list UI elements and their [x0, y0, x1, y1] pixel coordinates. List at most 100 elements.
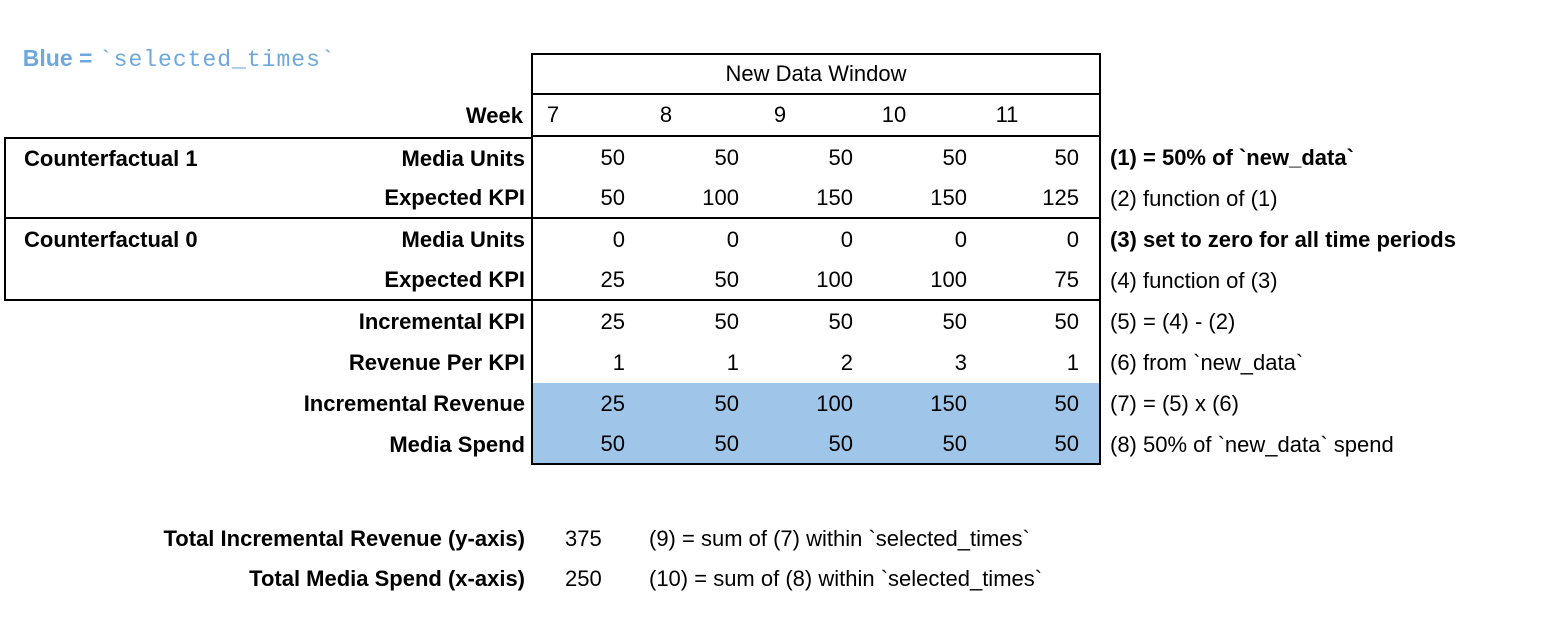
table-cell-4-2-text: 50 [828, 308, 853, 334]
row-annotation-7-text: (8) 50% of `new_data` spend [1110, 431, 1394, 457]
new-data-window-header: New Data Window [531, 53, 1101, 95]
total-value: 375 [565, 526, 602, 551]
table-cell-6-1-text: 50 [714, 390, 739, 416]
table-cell-5-1: 1 [645, 342, 759, 383]
total-annotation: (10) = sum of (8) within `selected_times… [649, 566, 1043, 591]
table-cell-3-4-text: 75 [1054, 266, 1079, 292]
week-number-0-text: 7 [546, 102, 560, 127]
week-number-3: 10 [873, 95, 987, 137]
legend-prefix: Blue = [22, 45, 99, 71]
table-cell-7-0: 50 [531, 424, 645, 465]
table-cell-3-1-text: 50 [714, 266, 739, 292]
table-cell-1-2: 150 [759, 178, 873, 219]
table-cell-1-4-text: 125 [1042, 184, 1079, 210]
week-number-1-text: 8 [659, 102, 673, 127]
table-cell-1-2-text: 150 [816, 184, 853, 210]
table-cell-4-0-text: 25 [600, 308, 625, 334]
row-label: Media Units [401, 226, 525, 252]
table-cell-6-1: 50 [645, 383, 759, 424]
table-cell-2-2: 0 [759, 219, 873, 260]
row-annotation-1-text: (2) function of (1) [1110, 185, 1278, 211]
section-label: Counterfactual 1 [24, 145, 198, 171]
table-cell-1-1: 100 [645, 178, 759, 219]
section-label: Counterfactual 0 [24, 226, 198, 252]
table-cell-6-2-text: 100 [816, 390, 853, 416]
table-cell-0-3: 50 [873, 137, 987, 178]
table-cell-4-1: 50 [645, 301, 759, 342]
table-cell-7-2-text: 50 [828, 430, 853, 456]
row-label: Media Spend [389, 431, 525, 457]
table-cell-2-3-text: 0 [954, 226, 967, 252]
table-cell-4-3: 50 [873, 301, 987, 342]
row-label: Incremental Revenue [303, 390, 525, 416]
table-cell-2-0: 0 [531, 219, 645, 260]
table-cell-0-4: 50 [987, 137, 1101, 178]
table-cell-6-0: 25 [531, 383, 645, 424]
table-cell-7-4-text: 50 [1054, 430, 1079, 456]
table-cell-5-2: 2 [759, 342, 873, 383]
table-cell-0-0-text: 50 [600, 144, 625, 170]
table-cell-2-1: 0 [645, 219, 759, 260]
week-label-text: Week [465, 103, 523, 128]
row-label: Media Units [401, 145, 525, 171]
table-cell-3-4: 75 [987, 260, 1101, 301]
table-cell-5-3-text: 3 [954, 349, 967, 375]
table-cell-3-2: 100 [759, 260, 873, 301]
row-annotation-2: (3) set to zero for all time periods [1101, 219, 1537, 260]
table-cell-4-3-text: 50 [942, 308, 967, 334]
row-annotation-7: (8) 50% of `new_data` spend [1101, 424, 1537, 465]
table-cell-1-3: 150 [873, 178, 987, 219]
table-cell-7-3: 50 [873, 424, 987, 465]
table-cell-0-1: 50 [645, 137, 759, 178]
table-cell-7-2: 50 [759, 424, 873, 465]
week-number-0: 7 [531, 95, 645, 137]
totals: Total Incremental Revenue (y-axis) 375 (… [0, 519, 1043, 599]
row-label: Expected KPI [384, 184, 525, 210]
row-label-cell-3: Expected KPI [4, 260, 531, 301]
table-cell-2-4: 0 [987, 219, 1101, 260]
table-cell-0-4-text: 50 [1054, 144, 1079, 170]
table-cell-5-0-text: 1 [612, 349, 625, 375]
table-cell-3-0: 25 [531, 260, 645, 301]
table-cell-5-3: 3 [873, 342, 987, 383]
table-cell-2-3: 0 [873, 219, 987, 260]
table-cell-3-3-text: 100 [930, 266, 967, 292]
table-cell-6-4-text: 50 [1054, 390, 1079, 416]
table-cell-7-1: 50 [645, 424, 759, 465]
week-number-2-text: 9 [773, 102, 787, 127]
row-annotation-3-text: (4) function of (3) [1110, 267, 1278, 293]
table-cell-7-0-text: 50 [600, 430, 625, 456]
total-row-incremental-revenue: Total Incremental Revenue (y-axis) 375 (… [0, 519, 1042, 559]
table-cell-5-4-text: 1 [1066, 349, 1079, 375]
row-label-cell-2: Counterfactual 0 Media Units [4, 219, 531, 260]
table-cell-4-0: 25 [531, 301, 645, 342]
week-number-4: 11 [987, 95, 1101, 137]
row-annotation-4: (5) = (4) - (2) [1101, 301, 1537, 342]
row-annotation-0: (1) = 50% of `new_data` [1101, 137, 1537, 178]
table-cell-3-2-text: 100 [816, 266, 853, 292]
table-cell-4-4: 50 [987, 301, 1101, 342]
table-cell-3-0-text: 25 [600, 266, 625, 292]
table-cell-6-2: 100 [759, 383, 873, 424]
table-cell-6-3-text: 150 [930, 390, 967, 416]
row-label: Incremental KPI [358, 308, 525, 334]
table-cell-0-0: 50 [531, 137, 645, 178]
total-label: Total Incremental Revenue (y-axis) [163, 526, 526, 551]
table-cell-1-0: 50 [531, 178, 645, 219]
week-number-2: 9 [759, 95, 873, 137]
table-cell-7-3-text: 50 [942, 430, 967, 456]
row-annotation-5: (6) from `new_data` [1101, 342, 1537, 383]
legend: Blue = `selected_times` [10, 18, 336, 73]
total-annotation: (9) = sum of (7) within `selected_times` [649, 526, 1030, 551]
table-cell-3-1: 50 [645, 260, 759, 301]
table-cell-5-0: 1 [531, 342, 645, 383]
row-annotation-6-text: (7) = (5) x (6) [1110, 390, 1239, 416]
table-cell-4-2: 50 [759, 301, 873, 342]
week-number-4-text: 11 [995, 102, 1019, 127]
table-cell-5-2-text: 2 [840, 349, 853, 375]
table-cell-4-1-text: 50 [714, 308, 739, 334]
total-row-media-spend: Total Media Spend (x-axis) 250 (10) = su… [0, 559, 1042, 599]
table-cell-1-1-text: 100 [702, 184, 739, 210]
legend-code: `selected_times` [98, 47, 336, 73]
row-label-cell-7: Media Spend [4, 424, 531, 465]
